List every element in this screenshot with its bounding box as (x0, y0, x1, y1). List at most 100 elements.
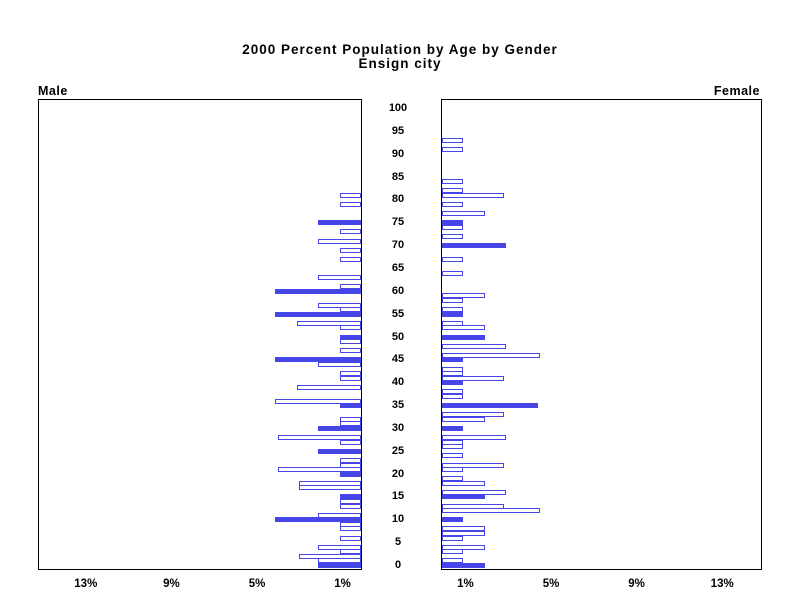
bar-male-age-57 (318, 302, 361, 308)
bar-male-age-49 (340, 339, 361, 345)
bar-female-age-55 (442, 311, 463, 317)
male-pct-tick-9%: 9% (163, 578, 180, 590)
bar-female-age-93 (442, 138, 463, 143)
bar-male-age-31 (340, 421, 361, 427)
bar-male-age-0 (318, 563, 361, 568)
male-pct-tick-1%: 1% (334, 578, 351, 590)
bar-male-age-8 (340, 526, 361, 532)
bar-male-age-27 (340, 439, 361, 445)
bar-male-age-35 (340, 403, 361, 408)
age-tick-5: 5 (394, 536, 402, 549)
female-pct-tick-13%: 13% (710, 578, 734, 590)
age-tick-95: 95 (391, 124, 405, 137)
bar-female-age-21 (442, 467, 463, 472)
male-pct-tick-13%: 13% (74, 578, 98, 590)
bar-female-age-12 (442, 508, 540, 514)
bar-female-age-70 (442, 243, 506, 249)
bar-female-age-18 (442, 480, 485, 486)
bar-female-age-52 (442, 325, 485, 331)
bar-male-age-50 (340, 334, 361, 340)
male-panel (38, 99, 362, 570)
age-tick-0: 0 (394, 559, 402, 571)
bar-male-age-4 (318, 544, 361, 550)
male-axis-label: Male (38, 84, 68, 98)
bar-female-age-75 (442, 220, 463, 226)
age-tick-70: 70 (391, 239, 405, 252)
age-tick-50: 50 (391, 330, 405, 343)
bar-female-age-27 (442, 439, 463, 445)
bar-female-age-33 (442, 412, 504, 418)
age-tick-25: 25 (391, 444, 405, 457)
bar-female-age-10 (442, 517, 463, 523)
bar-female-age-48 (442, 343, 506, 349)
bar-female-age-4 (442, 544, 485, 550)
age-tick-35: 35 (391, 399, 405, 411)
bar-female-age-8 (442, 526, 485, 532)
male-pct-tick-5%: 5% (248, 578, 266, 590)
bar-female-age-91 (442, 147, 463, 153)
bar-female-age-35 (442, 403, 538, 408)
bar-male-age-39 (297, 384, 361, 390)
age-tick-30: 30 (391, 421, 405, 434)
bar-male-age-41 (340, 375, 361, 381)
bar-male-age-71 (318, 238, 361, 244)
bar-female-age-7 (442, 531, 485, 536)
bar-male-age-44 (318, 361, 361, 367)
bar-male-age-25 (318, 448, 361, 454)
bar-female-age-38 (442, 389, 463, 395)
bar-female-age-28 (442, 435, 506, 440)
bar-female-age-50 (442, 334, 485, 340)
age-tick-45: 45 (391, 353, 405, 366)
bar-male-age-23 (340, 457, 361, 463)
bar-female-age-45 (442, 357, 463, 363)
bar-male-age-81 (340, 192, 361, 198)
bar-male-age-11 (318, 512, 361, 518)
bar-female-age-79 (442, 202, 463, 207)
bar-female-age-40 (442, 380, 463, 386)
female-pct-tick-9%: 9% (628, 578, 645, 590)
chart-title: 2000 Percent Population by Age by Gender (242, 42, 558, 57)
age-tick-75: 75 (391, 216, 405, 229)
bar-male-age-52 (340, 325, 361, 331)
bar-male-age-55 (275, 311, 361, 317)
bar-male-age-47 (340, 348, 361, 354)
female-panel (441, 99, 762, 570)
bar-male-age-67 (340, 256, 361, 262)
bar-female-age-84 (442, 179, 463, 185)
bar-female-age-3 (442, 549, 463, 555)
bar-female-age-24 (442, 453, 463, 459)
bar-male-age-60 (275, 288, 361, 294)
age-tick-85: 85 (391, 170, 405, 183)
bar-male-age-13 (340, 503, 361, 509)
female-pct-tick-5%: 5% (542, 578, 560, 590)
bar-male-age-28 (278, 435, 361, 440)
bar-male-age-36 (275, 398, 361, 404)
bar-male-age-61 (340, 284, 361, 290)
bar-female-age-59 (442, 293, 485, 299)
bar-female-age-58 (442, 297, 463, 303)
chart-subtitle: Ensign city (358, 56, 442, 71)
age-tick-90: 90 (391, 147, 405, 160)
bar-female-age-26 (442, 444, 463, 450)
bar-female-age-32 (442, 416, 485, 422)
bar-female-age-22 (442, 462, 504, 468)
bar-female-age-0 (442, 563, 485, 568)
bar-male-age-3 (340, 549, 361, 555)
bar-female-age-43 (442, 366, 463, 372)
bar-female-age-67 (442, 256, 463, 262)
bar-male-age-1 (318, 558, 361, 564)
bar-male-age-6 (340, 535, 361, 541)
bar-male-age-15 (340, 494, 361, 500)
bar-female-age-74 (442, 224, 463, 230)
bar-female-age-41 (442, 375, 504, 381)
bar-male-age-53 (297, 320, 361, 326)
bar-male-age-69 (340, 247, 361, 253)
bar-male-age-73 (340, 229, 361, 235)
age-tick-20: 20 (391, 467, 405, 480)
bar-female-age-13 (442, 503, 504, 509)
age-tick-60: 60 (391, 284, 405, 297)
age-tick-15: 15 (391, 490, 405, 503)
bar-male-age-17 (299, 485, 361, 491)
bar-female-age-15 (442, 494, 485, 500)
